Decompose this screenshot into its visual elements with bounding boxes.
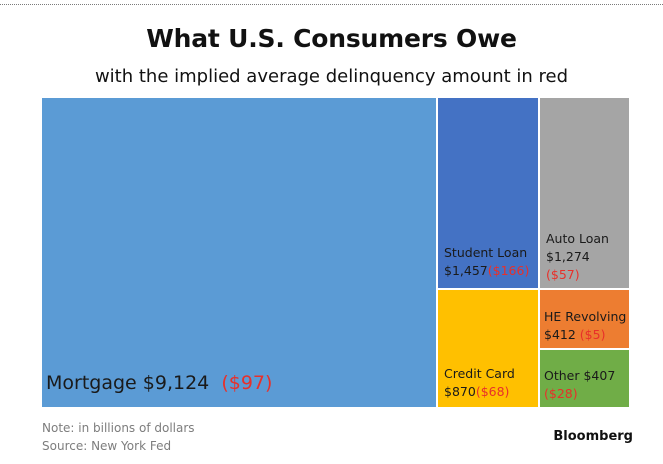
mortgage-value: $9,124 xyxy=(142,372,210,394)
auto-loan-delinquency: ($57) xyxy=(546,267,580,282)
credit-card-delinquency: ($68) xyxy=(475,384,510,399)
auto-loan-cell: Auto Loan $1,274 ($57) xyxy=(540,98,629,288)
mortgage-name: Mortgage xyxy=(46,372,137,394)
credit-card-label: Credit Card $870($68) xyxy=(444,365,515,401)
other-name: Other xyxy=(544,368,580,383)
bloomberg-logo: Bloomberg xyxy=(553,429,633,444)
he-revolving-delinquency: ($5) xyxy=(579,327,606,342)
top-divider xyxy=(0,4,663,5)
he-revolving-label: HE Revolving $412 ($5) xyxy=(544,308,626,344)
he-revolving-cell: HE Revolving $412 ($5) xyxy=(540,290,629,348)
student-loan-delinquency: ($166) xyxy=(487,263,530,278)
other-label: Other $407 ($28) xyxy=(544,367,615,403)
credit-card-name: Credit Card xyxy=(444,366,515,381)
other-cell: Other $407 ($28) xyxy=(540,350,629,407)
auto-loan-name: Auto Loan xyxy=(546,231,609,246)
mortgage-label: Mortgage $9,124 ($97) xyxy=(46,371,272,395)
he-revolving-name: HE Revolving xyxy=(544,309,627,324)
credit-card-cell: Credit Card $870($68) xyxy=(438,290,538,407)
note-text: Note: in billions of dollars xyxy=(42,421,195,435)
source-text: Source: New York Fed xyxy=(42,439,172,453)
chart-title: What U.S. Consumers Owe xyxy=(146,24,517,53)
mortgage-cell: Mortgage $9,124 ($97) xyxy=(42,98,436,407)
auto-loan-value: $1,274 xyxy=(546,249,590,264)
auto-loan-label: Auto Loan $1,274 ($57) xyxy=(546,230,609,284)
student-loan-value: $1,457 xyxy=(444,263,488,278)
student-loan-label: Student Loan $1,457($166) xyxy=(444,244,529,280)
mortgage-delinquency: ($97) xyxy=(221,372,273,394)
student-loan-cell: Student Loan $1,457($166) xyxy=(438,98,538,288)
he-revolving-value: $412 xyxy=(544,327,576,342)
credit-card-value: $870 xyxy=(444,384,476,399)
other-delinquency: ($28) xyxy=(544,386,578,401)
chart-subtitle: with the implied average delinquency amo… xyxy=(94,66,569,87)
student-loan-name: Student Loan xyxy=(444,245,528,260)
other-value: $407 xyxy=(583,368,616,383)
